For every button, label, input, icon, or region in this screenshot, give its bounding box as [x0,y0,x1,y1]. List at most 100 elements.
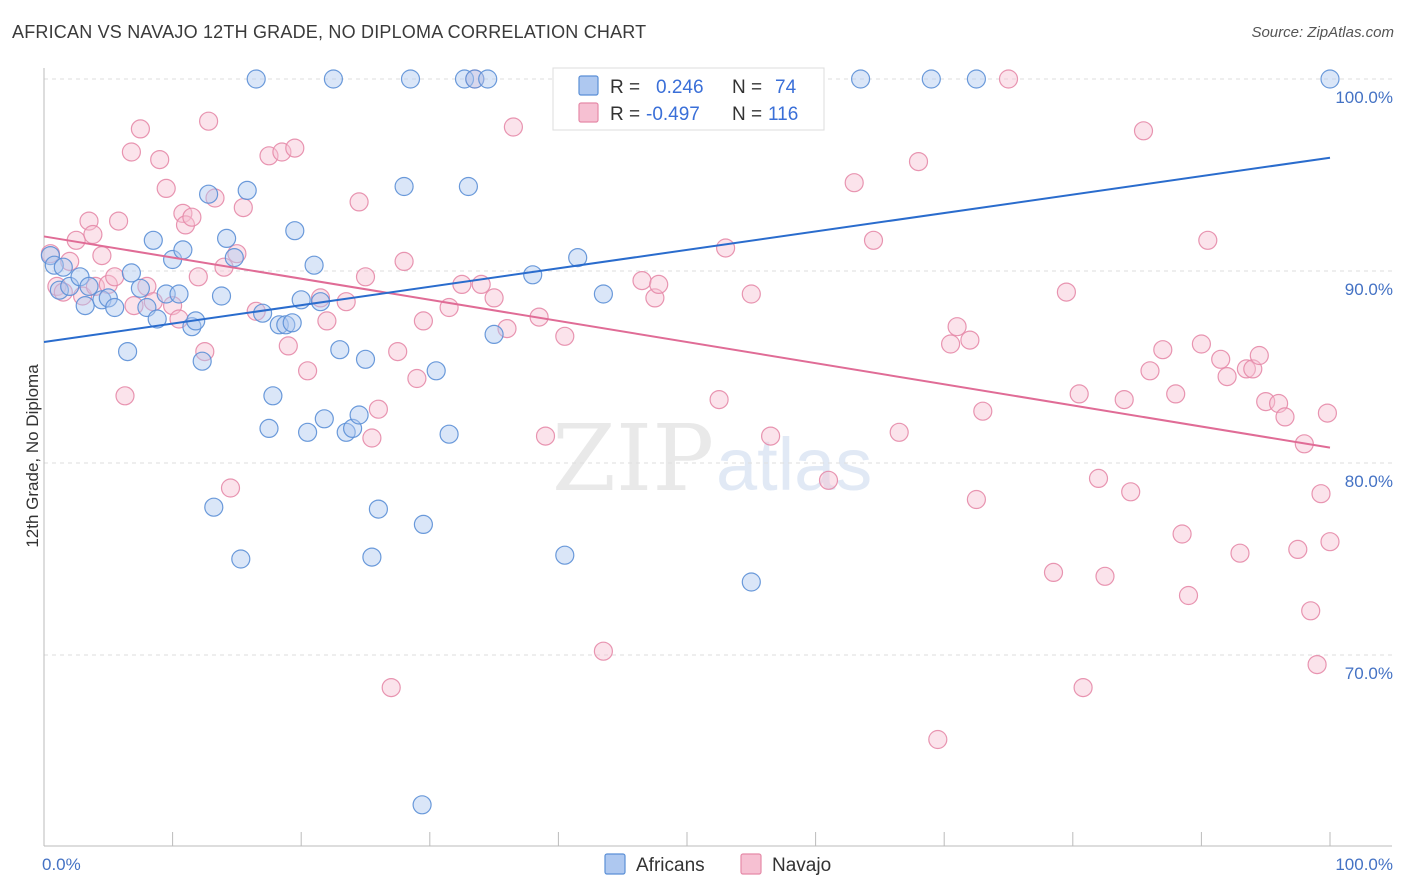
africans-point-52 [394,176,414,197]
navajo-point-109 [1288,539,1308,560]
africans-point-40 [298,422,318,442]
navajo-point-9 [92,246,112,266]
africans-point-38 [285,221,305,241]
y-axis-title: 12th Grade, No Diploma [23,364,42,548]
axes [43,68,1392,847]
navajo-point-47 [381,677,401,698]
y-tick-label-70: 70.0% [1345,664,1393,683]
africans-point-16 [147,309,167,329]
africans-point-62 [523,265,543,285]
africans-point-30 [237,180,257,200]
africans-point-56 [439,424,459,444]
africans-point-57 [454,69,475,89]
legend-navajo-swatch [578,102,599,123]
africans-point-20 [173,240,193,260]
navajo-point-53 [452,274,472,294]
navajo-point-58 [503,117,524,137]
source-label: Source: ZipAtlas.com [1251,24,1394,41]
africans-point-69 [921,69,941,89]
africans-point-61 [484,324,504,344]
y-tick-labels: 100.0% 90.0% 80.0% 70.0% [1335,88,1393,683]
navajo-point-96 [1172,524,1192,544]
africans-point-70 [966,69,987,89]
navajo-point-101 [1217,367,1237,387]
africans-point-37 [282,313,302,333]
navajo-point-63 [632,271,652,291]
navajo-point-61 [555,326,575,346]
navajo-point-113 [1311,484,1331,504]
africans-point-45 [330,340,350,360]
navajo-point-91 [1121,482,1141,502]
navajo-point-60 [535,426,556,446]
africans-point-63 [555,545,575,565]
navajo-point-48 [388,342,408,362]
legend: R = 0.246 N = 74 R = -0.497 N = 116 [552,67,825,131]
navajo-point-97 [1178,585,1199,606]
africans-point-65 [593,284,614,304]
navajo-point-20 [156,178,176,198]
navajo-point-69 [760,426,781,446]
navajo-point-12 [108,211,129,231]
x-tick-label-max: 100.0% [1335,855,1393,874]
navajo-point-51 [413,311,433,331]
legend-africans-n-label: N = [732,77,762,98]
navajo-point-83 [998,69,1019,89]
africans-point-25 [204,497,224,517]
africans-trend-line [43,156,1331,344]
navajo-point-102 [1230,543,1250,563]
navajo-point-84 [1043,562,1064,583]
navajo-point-108 [1275,407,1295,427]
navajo-point-11 [105,267,125,287]
navajo-point-19 [150,150,170,170]
africans-point-10 [105,297,125,318]
navajo-point-82 [973,401,993,421]
x-tick-label-min: 0.0% [42,855,81,874]
africans-point-7 [79,276,99,296]
africans-point-26 [211,286,232,306]
africans-point-12 [121,263,141,283]
navajo-point-66 [709,390,729,410]
africans-point-33 [259,418,279,438]
africans-point-71 [1320,69,1340,89]
navajo-point-67 [715,238,736,258]
legend-navajo-n-value: 116 [768,104,798,125]
navajo-point-86 [1069,384,1089,404]
navajo-point-81 [966,489,987,510]
x-ticks [43,832,1331,846]
africans-point-43 [314,409,334,429]
navajo-point-103 [1236,359,1257,379]
y-tick-label-100: 100.0% [1335,88,1393,107]
trend-lines [43,156,1331,449]
africans-point-0 [40,246,61,266]
bottom-legend-navajo-label: Navajo [772,855,831,876]
navajo-point-79 [947,317,967,337]
navajo-point-74 [863,230,884,250]
navajo-trend-line [43,235,1331,449]
navajo-point-42 [336,292,356,312]
navajo-point-89 [1095,566,1115,586]
navajo-point-98 [1191,334,1212,354]
navajo-point-26 [188,267,208,287]
navajo-point-95 [1166,384,1186,404]
legend-africans-swatch [578,75,599,96]
navajo-point-78 [940,334,961,354]
bottom-legend-africans-swatch [604,853,626,875]
africans-point-13 [130,278,150,298]
navajo-point-25 [182,207,202,227]
africans-point-31 [246,69,266,89]
africans-point-50 [362,547,382,567]
africans-point-9 [98,288,118,308]
navajo-point-49 [394,251,414,271]
navajo-point-94 [1153,340,1173,360]
navajo-point-93 [1140,361,1160,381]
navajo-point-33 [233,198,253,218]
africans-point-19 [169,284,189,304]
navajo-point-92 [1133,121,1154,141]
africans-point-54 [413,514,433,535]
bottom-legend-africans-label: Africans [636,855,705,876]
navajo-point-14 [121,142,141,162]
africans-point-32 [253,303,273,323]
navajo-point-44 [355,267,376,287]
africans-point-28 [224,248,244,268]
